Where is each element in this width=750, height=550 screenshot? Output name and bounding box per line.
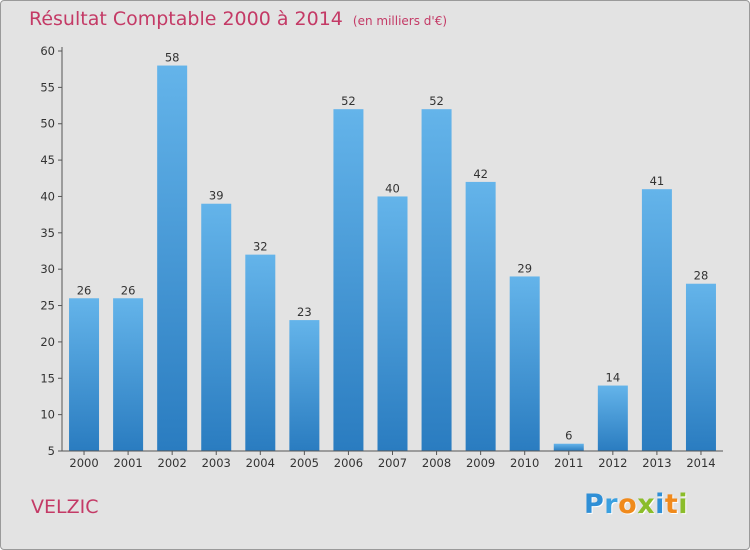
x-tick-label-2004: 2004 <box>246 456 275 470</box>
value-label-2009: 42 <box>473 167 488 181</box>
proxiti-logo: Proxiti <box>584 489 688 520</box>
bar-2011 <box>553 443 584 451</box>
x-tick-label-2010: 2010 <box>510 456 539 470</box>
logo-letter: r <box>604 489 619 520</box>
x-tick-label-2014: 2014 <box>686 456 715 470</box>
value-label-2011: 6 <box>565 429 572 443</box>
value-label-2007: 40 <box>385 181 400 195</box>
value-label-2002: 58 <box>165 51 180 65</box>
bar-2014 <box>685 283 716 451</box>
x-tick-label-2003: 2003 <box>202 456 231 470</box>
value-label-2008: 52 <box>429 94 444 108</box>
chart-subtitle: (en milliers d'€) <box>352 14 448 28</box>
logo-letter: i <box>655 489 665 520</box>
value-label-2004: 32 <box>253 240 268 254</box>
y-tick-label: 50 <box>40 117 55 131</box>
logo-letter: P <box>584 489 605 520</box>
x-tick-label-2008: 2008 <box>422 456 451 470</box>
bar-2013 <box>641 189 672 451</box>
logo-letter: x <box>637 489 656 520</box>
bar-2005 <box>289 320 320 451</box>
bar-2008 <box>421 109 452 451</box>
x-tick-label-2006: 2006 <box>334 456 363 470</box>
bar-2012 <box>597 385 628 451</box>
y-tick-label: 40 <box>40 189 55 203</box>
bars <box>69 65 716 451</box>
y-tick-label: 10 <box>40 408 55 422</box>
value-label-2000: 26 <box>77 283 92 297</box>
value-label-2001: 26 <box>121 283 136 297</box>
logo-letter: t <box>664 489 679 520</box>
bar-2003 <box>201 203 232 451</box>
bar-2007 <box>377 196 408 451</box>
bar-2002 <box>157 65 188 451</box>
bar-2010 <box>509 276 540 451</box>
x-tick-label-2013: 2013 <box>642 456 671 470</box>
chart-title-text: Résultat Comptable 2000 à 2014 <box>29 8 343 30</box>
x-tick-label-2001: 2001 <box>113 456 142 470</box>
x-tick-label-2009: 2009 <box>466 456 495 470</box>
bar-2001 <box>113 298 144 451</box>
y-tick-label: 15 <box>40 371 55 385</box>
y-tick-label: 35 <box>40 226 55 240</box>
bar-2000 <box>69 298 100 451</box>
y-tick-label: 45 <box>40 153 55 167</box>
y-tick-label: 30 <box>40 262 55 276</box>
x-tick-label-2011: 2011 <box>554 456 583 470</box>
y-tick-label: 25 <box>40 299 55 313</box>
y-tick-label: 60 <box>40 44 55 58</box>
x-tick-label-2012: 2012 <box>598 456 627 470</box>
x-tick-label-2005: 2005 <box>290 456 319 470</box>
axes: 5 10 15 20 25 30 35 40 45 50 55 60 2000 2001 2002 2003 2… <box>40 44 723 470</box>
y-tick-label: 5 <box>48 444 55 458</box>
chart-title: Résultat Comptable 2000 à 2014 (en millie… <box>29 8 447 30</box>
logo-letter: i <box>678 489 689 520</box>
bar-2009 <box>465 181 496 451</box>
logo-letter: o <box>618 489 638 520</box>
x-tick-label-2000: 2000 <box>69 456 98 470</box>
x-tick-label-2002: 2002 <box>158 456 187 470</box>
y-tick-label: 20 <box>40 335 55 349</box>
bar-2006 <box>333 109 364 451</box>
y-tick-label: 55 <box>40 80 55 94</box>
value-label-2013: 41 <box>650 174 665 188</box>
value-label-2014: 28 <box>694 269 709 283</box>
value-label-2010: 29 <box>517 261 532 275</box>
value-label-2012: 14 <box>606 371 621 385</box>
value-label-2005: 23 <box>297 305 312 319</box>
value-label-2006: 52 <box>341 94 356 108</box>
bar-2004 <box>245 254 276 451</box>
commune-name: VELZIC <box>31 496 99 518</box>
value-label-2003: 39 <box>209 189 224 203</box>
value-labels: 26 26 58 39 32 23 52 40 52 42 29 6 14 41 28 <box>77 51 709 443</box>
x-tick-label-2007: 2007 <box>378 456 407 470</box>
